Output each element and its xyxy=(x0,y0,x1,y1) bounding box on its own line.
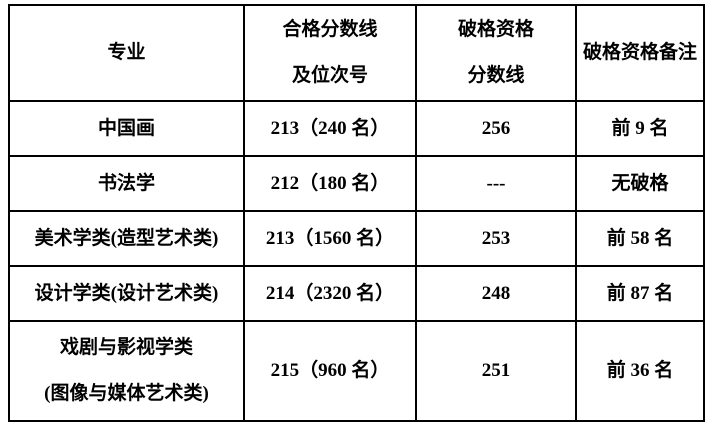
header-pass-score-line1: 合格分数线 xyxy=(282,19,378,41)
header-row: 专业 合格分数线 及位次号 破格资格 分数线 破格资格备注 xyxy=(8,4,705,102)
pass-score-text: 212（180 名） xyxy=(270,172,390,194)
cell-pass-score: 215（960 名） xyxy=(243,320,417,422)
cell-major: 美术学类(造型艺术类) xyxy=(8,210,245,267)
table-row: 戏剧与影视学类 (图像与媒体艺术类) 215（960 名） 251 前 36 名 xyxy=(8,320,705,422)
exception-score-text: 248 xyxy=(481,282,511,304)
pass-score-text: 213（240 名） xyxy=(270,117,390,139)
exception-score-text: 251 xyxy=(481,360,511,382)
cell-exception-score: 256 xyxy=(415,100,577,157)
header-exception-score-lines: 破格资格 分数线 xyxy=(421,19,571,87)
exception-note-text: 前 36 名 xyxy=(606,360,674,382)
major-text: 美术学类(造型艺术类) xyxy=(34,227,219,249)
pass-score-text: 213（1560 名） xyxy=(265,227,395,249)
table-row: 美术学类(造型艺术类) 213（1560 名） 253 前 58 名 xyxy=(8,210,705,267)
major-lines: 戏剧与影视学类 (图像与媒体艺术类) xyxy=(14,337,239,405)
header-pass-score: 合格分数线 及位次号 xyxy=(243,4,417,102)
table-row: 书法学 212（180 名） --- 无破格 xyxy=(8,155,705,212)
exception-note-text: 无破格 xyxy=(611,172,669,194)
table-row: 设计学类(设计艺术类) 214（2320 名） 248 前 87 名 xyxy=(8,265,705,322)
exception-score-text: --- xyxy=(486,172,506,194)
header-exception-note-label: 破格资格备注 xyxy=(582,42,697,64)
cell-exception-score: 251 xyxy=(415,320,577,422)
cell-exception-note: 前 36 名 xyxy=(575,320,705,422)
cell-major: 戏剧与影视学类 (图像与媒体艺术类) xyxy=(8,320,245,422)
cell-major: 中国画 xyxy=(8,100,245,157)
major-text: 书法学 xyxy=(97,172,155,194)
cell-major: 书法学 xyxy=(8,155,245,212)
exception-score-text: 256 xyxy=(481,117,511,139)
table-row: 中国画 213（240 名） 256 前 9 名 xyxy=(8,100,705,157)
header-exception-score: 破格资格 分数线 xyxy=(415,4,577,102)
major-text: 中国画 xyxy=(97,117,155,139)
major-text: 设计学类(设计艺术类) xyxy=(34,282,219,304)
cell-pass-score: 214（2320 名） xyxy=(243,265,417,322)
exception-score-text: 253 xyxy=(481,227,511,249)
pass-score-text: 214（2320 名） xyxy=(265,282,395,304)
cell-exception-score: 248 xyxy=(415,265,577,322)
cell-exception-note: 前 87 名 xyxy=(575,265,705,322)
cell-exception-note: 前 58 名 xyxy=(575,210,705,267)
pass-score-text: 215（960 名） xyxy=(270,360,390,382)
exception-note-text: 前 87 名 xyxy=(606,282,674,304)
cell-exception-score: --- xyxy=(415,155,577,212)
cell-exception-score: 253 xyxy=(415,210,577,267)
header-exception-score-line1: 破格资格 xyxy=(457,19,534,41)
cell-major: 设计学类(设计艺术类) xyxy=(8,265,245,322)
cell-pass-score: 213（240 名） xyxy=(243,100,417,157)
major-text-line1: 戏剧与影视学类 xyxy=(59,337,193,359)
cell-exception-note: 无破格 xyxy=(575,155,705,212)
header-exception-score-line2: 分数线 xyxy=(467,65,525,86)
major-text-line2: (图像与媒体艺术类) xyxy=(44,383,209,404)
header-major: 专业 xyxy=(8,4,245,102)
cell-pass-score: 213（1560 名） xyxy=(243,210,417,267)
scores-table: 专业 合格分数线 及位次号 破格资格 分数线 破格资格备注 中国画 xyxy=(8,4,705,422)
header-pass-score-line2: 及位次号 xyxy=(291,65,368,86)
header-major-label: 专业 xyxy=(107,42,146,64)
exception-note-text: 前 9 名 xyxy=(611,117,669,139)
exception-note-text: 前 58 名 xyxy=(606,227,674,249)
header-exception-note: 破格资格备注 xyxy=(575,4,705,102)
cell-pass-score: 212（180 名） xyxy=(243,155,417,212)
header-pass-score-lines: 合格分数线 及位次号 xyxy=(249,19,411,87)
cell-exception-note: 前 9 名 xyxy=(575,100,705,157)
